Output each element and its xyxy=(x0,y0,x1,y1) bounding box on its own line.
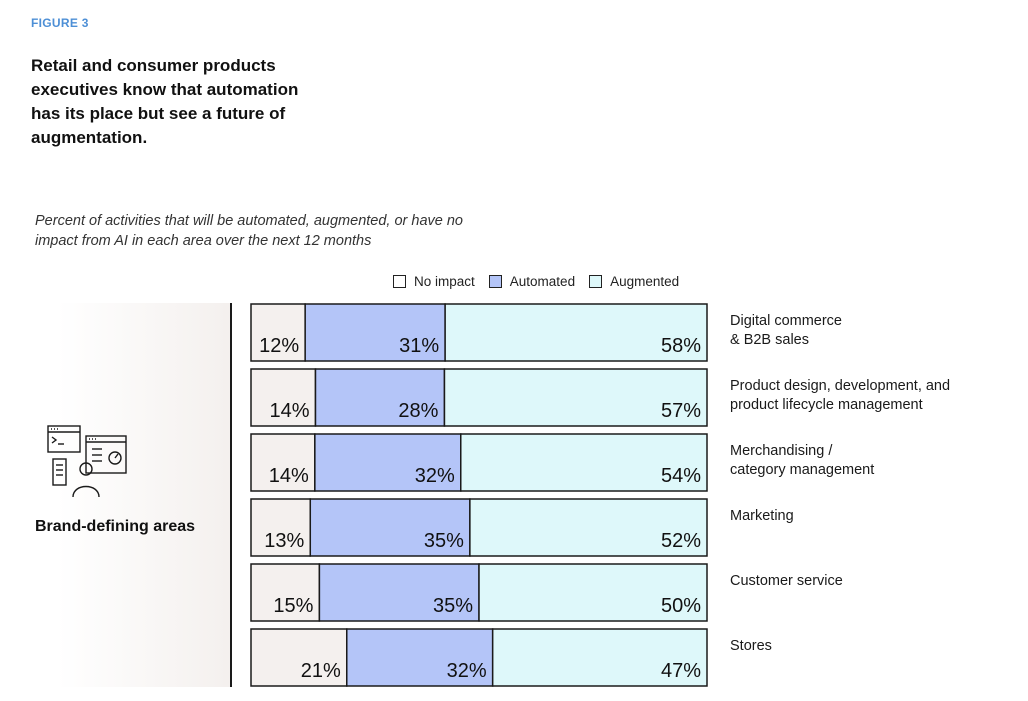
legend-item-augmented: Augmented xyxy=(589,274,679,289)
figure-label: FIGURE 3 xyxy=(31,16,89,30)
legend-swatch-augmented xyxy=(589,274,603,288)
group-panel xyxy=(0,303,230,687)
value-label-augmented-5: 47% xyxy=(661,660,701,682)
bar-augmented-0 xyxy=(444,303,708,362)
chart-title: Retail and consumer products executives … xyxy=(31,56,299,147)
value-label-automated-3: 35% xyxy=(424,530,464,552)
bar-automated-1 xyxy=(314,368,446,427)
value-label-augmented-0: 58% xyxy=(661,335,701,357)
workflow-dashboard-person-icon xyxy=(47,425,127,498)
value-label-automated-0: 31% xyxy=(399,335,439,357)
bar-automated-4 xyxy=(318,563,480,622)
group-label: Brand-defining areas xyxy=(35,518,196,535)
category-label-0: Digital commerce & B2B sales xyxy=(730,313,842,348)
bar-no-impact-0 xyxy=(250,303,306,362)
value-label-no-impact-1: 14% xyxy=(269,400,309,422)
chart-subtitle: Percent of activities that will be autom… xyxy=(35,213,463,249)
category-label-3: Marketing xyxy=(730,508,794,524)
category-label-5: Stores xyxy=(730,638,772,654)
value-label-no-impact-4: 15% xyxy=(273,595,313,617)
legend-label-no-impact: No impact xyxy=(414,273,475,289)
bar-augmented-5 xyxy=(491,628,708,687)
value-label-augmented-1: 57% xyxy=(661,400,701,422)
bar-automated-3 xyxy=(309,498,471,557)
value-label-no-impact-3: 13% xyxy=(264,530,304,552)
category-label-1: Product design, development, and product… xyxy=(730,378,951,413)
legend-item-no-impact: No impact xyxy=(393,274,475,289)
bar-augmented-4 xyxy=(478,563,708,622)
legend: No impact Automated Augmented xyxy=(393,272,693,290)
value-label-automated-4: 35% xyxy=(433,595,473,617)
bar-automated-2 xyxy=(314,433,462,492)
category-label-2: Merchandising / category management xyxy=(730,443,875,478)
value-label-no-impact-2: 14% xyxy=(269,465,309,487)
legend-item-automated: Automated xyxy=(488,273,576,289)
value-label-augmented-2: 54% xyxy=(661,465,701,487)
legend-swatch-no-impact xyxy=(393,274,406,288)
bar-no-impact-5 xyxy=(250,628,348,687)
group-divider xyxy=(230,303,232,687)
value-label-augmented-4: 50% xyxy=(661,595,701,617)
legend-swatch-automated xyxy=(488,274,502,288)
value-label-automated-5: 32% xyxy=(447,660,487,682)
bar-automated-0 xyxy=(304,303,446,362)
value-label-no-impact-5: 21% xyxy=(301,660,341,682)
bar-no-impact-2 xyxy=(250,433,316,492)
value-label-automated-2: 32% xyxy=(415,465,455,487)
category-label-4: Customer service xyxy=(730,573,843,589)
bar-automated-5 xyxy=(346,628,494,687)
bar-augmented-2 xyxy=(460,433,708,492)
bar-no-impact-3 xyxy=(250,498,312,557)
bar-augmented-1 xyxy=(443,368,708,427)
legend-label-automated: Automated xyxy=(509,273,576,289)
bar-no-impact-1 xyxy=(250,368,317,427)
value-label-augmented-3: 52% xyxy=(661,530,701,552)
bar-augmented-3 xyxy=(469,498,708,557)
value-label-no-impact-0: 12% xyxy=(259,335,299,357)
value-label-automated-1: 28% xyxy=(398,400,438,422)
legend-label-augmented: Augmented xyxy=(610,273,680,289)
